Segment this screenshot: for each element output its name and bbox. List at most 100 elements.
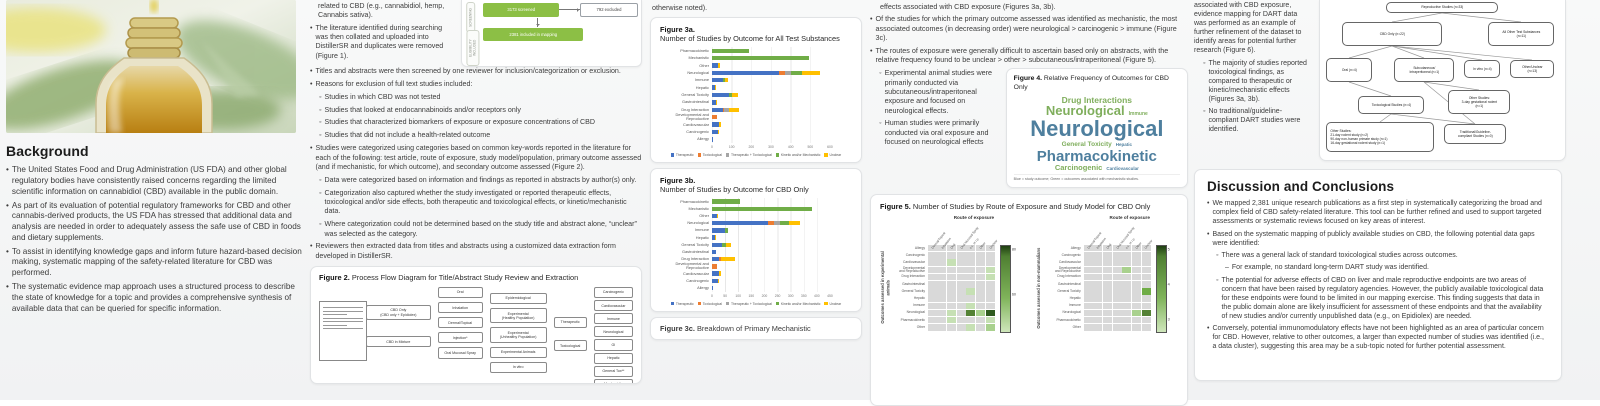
- heatmap-cell: [1084, 267, 1093, 274]
- flow-box: Toxicological: [554, 340, 587, 351]
- heatmap-cell: [966, 317, 975, 324]
- heatmap-cell: [1113, 274, 1122, 281]
- figure2-label: Figure 2.: [319, 273, 350, 282]
- legend-swatch: [824, 302, 828, 306]
- heatmap-cell: [986, 281, 995, 288]
- chart-row: Immune: [660, 227, 852, 234]
- bullet-marker: •: [1207, 231, 1209, 249]
- flow-node-otherstud1: Other Studies: 21-day rodent study (n=2)…: [1326, 122, 1434, 152]
- category-label: Cardiovascular: [660, 272, 712, 276]
- chart-row: Developmental and Reproductive: [660, 263, 852, 270]
- bar: [712, 286, 830, 290]
- heatmap-cell: [1122, 267, 1131, 274]
- heatmap-cell: [928, 317, 937, 324]
- list-item-text: Human studies were primarily conducted v…: [885, 118, 998, 146]
- x-tick: 50: [723, 294, 727, 298]
- chart-row: Mechanistic: [660, 205, 852, 212]
- list-item: ◦The potential for adverse effects of CB…: [1216, 277, 1549, 322]
- legend-swatch: [671, 153, 675, 157]
- heatmap-cell: [1084, 288, 1093, 295]
- row-label: Gastrointestinal: [887, 283, 927, 286]
- row-label: Immune: [1043, 304, 1083, 307]
- heatmap-row: Immune: [887, 303, 995, 310]
- list-item: ◦Experimental animal studies were primar…: [879, 68, 998, 115]
- flow-box: General Tox**: [594, 366, 633, 377]
- bar-segment: [712, 71, 779, 75]
- row-label: Other: [887, 326, 927, 329]
- cloud-word: Cardiovascular: [1106, 166, 1139, 171]
- figure2-flow-diagram: CBD Only (CBD only + Epidiolex)CBD in Mi…: [319, 287, 633, 384]
- heatmap-cell: [947, 274, 956, 281]
- heatmap-cell: [1084, 310, 1093, 317]
- chart-row: Hepatic: [660, 84, 852, 91]
- heatmap-cell: [937, 288, 946, 295]
- flow-box: Oral Mucosal Spray: [438, 347, 483, 358]
- heatmap-cell: [928, 295, 937, 302]
- heatmap-cell: [966, 259, 975, 266]
- bullet-marker: ◦: [319, 106, 322, 115]
- heatmap-cell: [1132, 267, 1141, 274]
- charts-column: otherwise noted). Figure 3a.Number of St…: [650, 0, 862, 340]
- x-tick: 500: [807, 145, 813, 149]
- figure3c-title: Breakdown of Primary Mechanistic: [695, 324, 811, 333]
- heatmap-cell: [986, 274, 995, 281]
- bullet-marker: •: [870, 46, 873, 65]
- heatmap-cell: [1093, 267, 1102, 274]
- heatmap-cell: [1142, 281, 1151, 288]
- heatmap-cell: [1132, 274, 1141, 281]
- x-tick: 400: [788, 145, 794, 149]
- list-item-text: Where categorization could not be determ…: [325, 220, 642, 239]
- category-label: Carcinogenic: [660, 130, 712, 134]
- chart-row: Immune: [660, 77, 852, 84]
- heatmap-cell: [966, 267, 975, 274]
- bar-segment: [712, 243, 722, 247]
- heatmap-cell: [937, 267, 946, 274]
- row-label: Other: [1043, 326, 1083, 329]
- heatmap-cell: [957, 274, 966, 281]
- bullet-marker: •: [310, 24, 312, 61]
- row-label: Drug Interaction: [887, 275, 927, 278]
- heatmap-cell: [1103, 310, 1112, 317]
- legend-item: Therapeutic: [671, 302, 694, 306]
- bar-segment: [716, 100, 717, 104]
- heatmap-cell: [986, 252, 995, 259]
- legend-item: Kinetic and/or Mechanistic: [776, 153, 821, 157]
- heatmap-cell: [957, 303, 966, 310]
- bullet-marker: •: [6, 247, 9, 279]
- doc-line: [323, 328, 363, 329]
- list-item-text: The routes of exposure were generally di…: [876, 46, 1188, 65]
- heatmap-row: General Toxicity: [1043, 288, 1151, 295]
- list-item: •The literature identified during search…: [310, 24, 453, 61]
- bar-segment: [725, 228, 728, 232]
- legend-item: Therapeutic + Toxicological: [726, 302, 772, 306]
- results-bullets: •Of the studies for which the primary ou…: [870, 14, 1188, 64]
- heatmap-cell: [1084, 324, 1093, 331]
- heatmap-cell: [1142, 288, 1151, 295]
- flow-box: Dermal/Topical: [438, 317, 483, 328]
- background-column: Background •The United States Food and D…: [6, 0, 302, 318]
- row-label: Pharmacokinetic: [1043, 319, 1083, 322]
- bullet-marker: •: [6, 201, 9, 244]
- heatmap-cell: [986, 267, 995, 274]
- category-label: Immune: [660, 228, 712, 232]
- bar: [712, 271, 830, 275]
- heatmap-cell: [1103, 267, 1112, 274]
- bar-segment: [725, 78, 728, 82]
- heatmap-cell: [976, 267, 985, 274]
- colorbar-gradient: [1156, 245, 1167, 333]
- bar-segment: [726, 243, 732, 247]
- dart-fragment: associated with CBD exposure, evidence m…: [1194, 2, 1311, 56]
- chart-row: Cardiovascular: [660, 270, 852, 277]
- heatmap-cell: [1113, 259, 1122, 266]
- figure3a-panel: Figure 3a.Number of Studies by Outcome f…: [650, 17, 862, 163]
- heatmap-row: Pharmacokinetic: [887, 317, 995, 324]
- heatmap-cell: [966, 324, 975, 331]
- heatmap-cell: [1142, 303, 1151, 310]
- bar: [712, 279, 830, 283]
- chart-row: Allergy: [660, 136, 852, 143]
- heatmap-cell: [957, 252, 966, 259]
- heatmap-cell: [1103, 303, 1112, 310]
